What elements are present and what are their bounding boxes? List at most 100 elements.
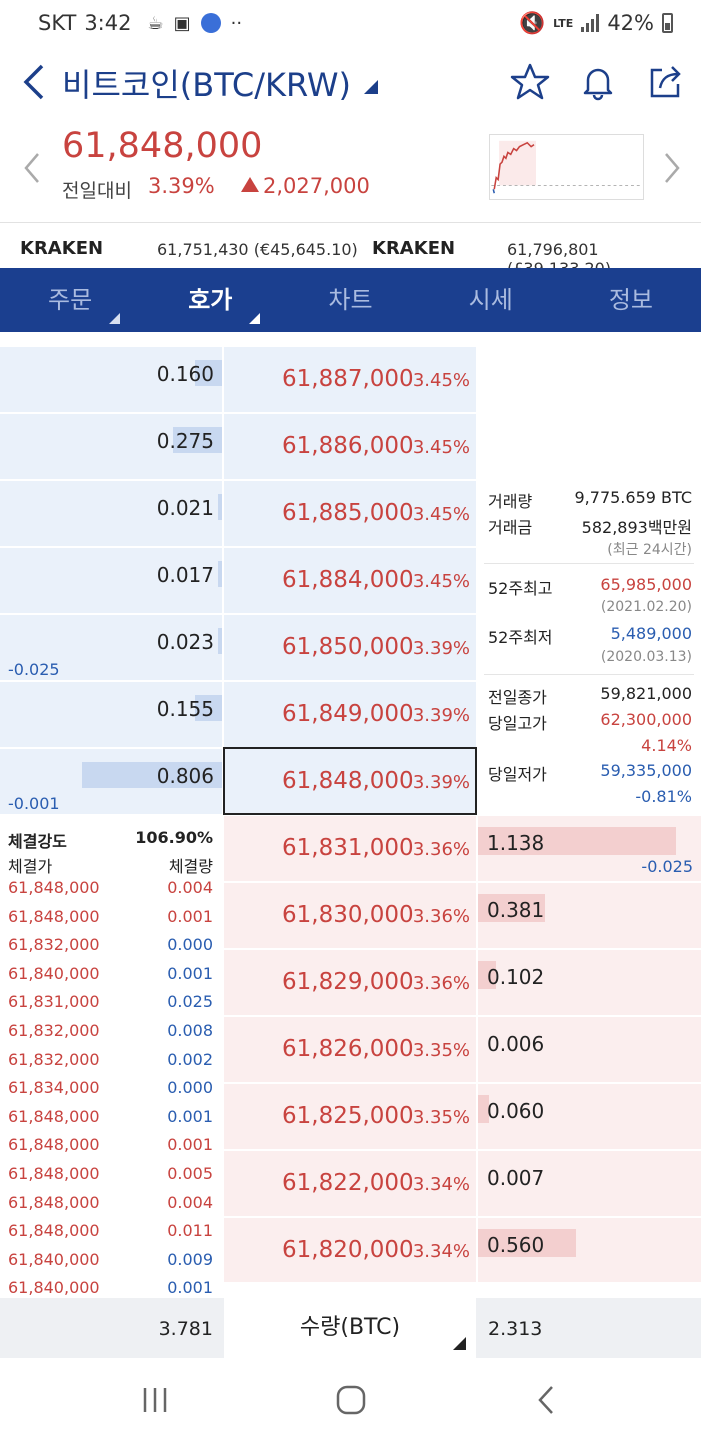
page-title[interactable]: 비트코인(BTC/KRW): [62, 66, 352, 104]
title-dropdown-caret-icon[interactable]: [364, 80, 378, 94]
bid-price[interactable]: 61,820,000: [282, 1237, 414, 1263]
ask-price[interactable]: 61,886,000: [282, 433, 414, 459]
battery-percent: 42%: [607, 11, 654, 35]
unit-label: 수량(BTC): [299, 1315, 401, 1340]
ask-price[interactable]: 61,887,000: [282, 366, 414, 392]
prev-day-label: 전일대비: [62, 180, 132, 202]
tab-orderbook[interactable]: 호가: [140, 268, 280, 332]
home-icon[interactable]: [331, 1382, 371, 1418]
trade-qty: 0.001: [167, 963, 213, 983]
bid-qty-bar: [478, 961, 496, 989]
ask-pct: 3.39%: [412, 772, 470, 793]
bid-pct: 3.36%: [412, 839, 470, 860]
bid-price[interactable]: 61,825,000: [282, 1103, 414, 1129]
tab-chart[interactable]: 차트: [280, 268, 420, 332]
sparkline-chart[interactable]: [489, 134, 644, 200]
bid-qty-bar: [478, 1095, 489, 1123]
tab-market[interactable]: 시세: [421, 268, 561, 332]
chevron-right-icon[interactable]: [662, 150, 682, 186]
recents-icon[interactable]: [135, 1382, 175, 1418]
order-book: 0.160 61,887,000 3.45% 0.275 61,886,000 3.45%…: [0, 332, 701, 1358]
high52-label: 52주최고: [488, 579, 553, 598]
change-percent: 3.39%: [148, 174, 215, 198]
unit-selector[interactable]: 수량(BTC): [224, 1298, 476, 1358]
carrier: SKT: [38, 11, 77, 35]
back-arrow-icon[interactable]: [18, 62, 52, 102]
app-header: 비트코인(BTC/KRW): [0, 50, 701, 114]
ask-price[interactable]: 61,884,000: [282, 567, 414, 593]
trade-qty: 0.001: [167, 1106, 213, 1126]
ask-price[interactable]: 61,850,000: [282, 634, 414, 660]
ask-qty: 0.160: [156, 362, 214, 386]
bid-price-area: [224, 814, 476, 1282]
high52-date: (2021.02.20): [600, 599, 692, 615]
bid-change: -0.025: [641, 857, 693, 876]
exchange-name: KRAKEN: [20, 238, 104, 259]
trade-qty-header: 체결량: [168, 857, 213, 876]
ask-price[interactable]: 61,849,000: [282, 701, 414, 727]
network-type: LTE: [553, 16, 574, 30]
trade-price: 61,848,000: [8, 1135, 100, 1155]
bid-price[interactable]: 61,830,000: [282, 902, 414, 928]
mute-icon: 🔇: [518, 10, 546, 35]
coffee-icon: ☕: [147, 12, 164, 34]
tab-order[interactable]: 주문: [0, 268, 140, 332]
tab-bar: 주문 호가 차트 시세 정보: [0, 268, 701, 332]
bid-price[interactable]: 61,822,000: [282, 1170, 414, 1196]
bid-price[interactable]: 61,826,000: [282, 1036, 414, 1062]
tab-label: 차트: [328, 286, 373, 314]
change-amount: 2,027,000: [241, 174, 370, 198]
bid-qty: 0.006: [487, 1032, 545, 1056]
up-triangle-icon: [241, 177, 259, 192]
day-low-pct: -0.81%: [635, 787, 692, 806]
ask-qty-bar: [218, 561, 222, 587]
signal-icon: [581, 14, 600, 32]
bid-price[interactable]: 61,829,000: [282, 969, 414, 995]
chevron-left-icon[interactable]: [22, 150, 42, 186]
trade-qty: 0.002: [167, 1049, 213, 1069]
row-divider: [224, 1216, 701, 1218]
bid-pct: 3.35%: [412, 1040, 470, 1061]
bid-qty-area: [478, 814, 701, 1282]
ask-pct: 3.45%: [412, 437, 470, 458]
back-icon[interactable]: [528, 1382, 568, 1418]
ask-change: -0.025: [8, 660, 60, 679]
info-divider: [484, 563, 694, 564]
trade-qty: 0.005: [167, 1164, 213, 1183]
more-notifications: ··: [230, 12, 243, 34]
bid-qty: 1.138: [487, 831, 545, 855]
trade-price: 61,848,000: [8, 878, 100, 897]
trade-price: 61,848,000: [8, 1164, 100, 1183]
high52-value: 65,985,000: [600, 575, 692, 594]
unit-dropdown-icon: [453, 1337, 466, 1350]
row-divider: [224, 948, 701, 950]
bid-qty: 0.007: [487, 1166, 545, 1190]
day-high-value: 62,300,000: [600, 710, 692, 729]
trade-price: 61,848,000: [8, 1192, 100, 1212]
tab-corner-icon: [249, 313, 261, 324]
ask-qty: 0.023: [156, 630, 214, 654]
strength-label: 체결강도: [8, 832, 67, 851]
ask-qty-bar: [82, 762, 222, 788]
row-divider: [224, 1015, 701, 1017]
ask-qty: 0.021: [156, 496, 214, 520]
trade-price: 61,832,000: [8, 935, 100, 955]
star-icon[interactable]: [510, 62, 550, 102]
bid-pct: 3.34%: [412, 1174, 470, 1195]
row-divider: [0, 680, 476, 682]
share-icon[interactable]: [646, 62, 686, 102]
row-divider: [224, 881, 701, 883]
trade-qty: 0.008: [167, 1021, 213, 1040]
ask-price[interactable]: 61,885,000: [282, 500, 414, 526]
bell-icon[interactable]: [578, 62, 618, 102]
row-divider: [0, 479, 476, 481]
ask-pct: 3.45%: [412, 370, 470, 391]
tab-info[interactable]: 정보: [561, 268, 701, 332]
ask-price[interactable]: 61,848,000: [282, 768, 414, 794]
low52-value: 5,489,000: [610, 624, 692, 643]
divider: [0, 222, 701, 223]
bid-price[interactable]: 61,831,000: [282, 835, 414, 861]
row-divider: [0, 613, 476, 615]
bid-pct: 3.36%: [412, 973, 470, 994]
bid-pct: 3.36%: [412, 906, 470, 927]
